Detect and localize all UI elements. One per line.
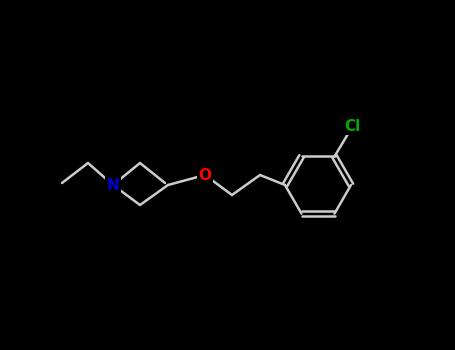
Text: O: O xyxy=(198,168,212,182)
Text: Cl: Cl xyxy=(344,119,361,134)
Text: N: N xyxy=(106,177,119,192)
